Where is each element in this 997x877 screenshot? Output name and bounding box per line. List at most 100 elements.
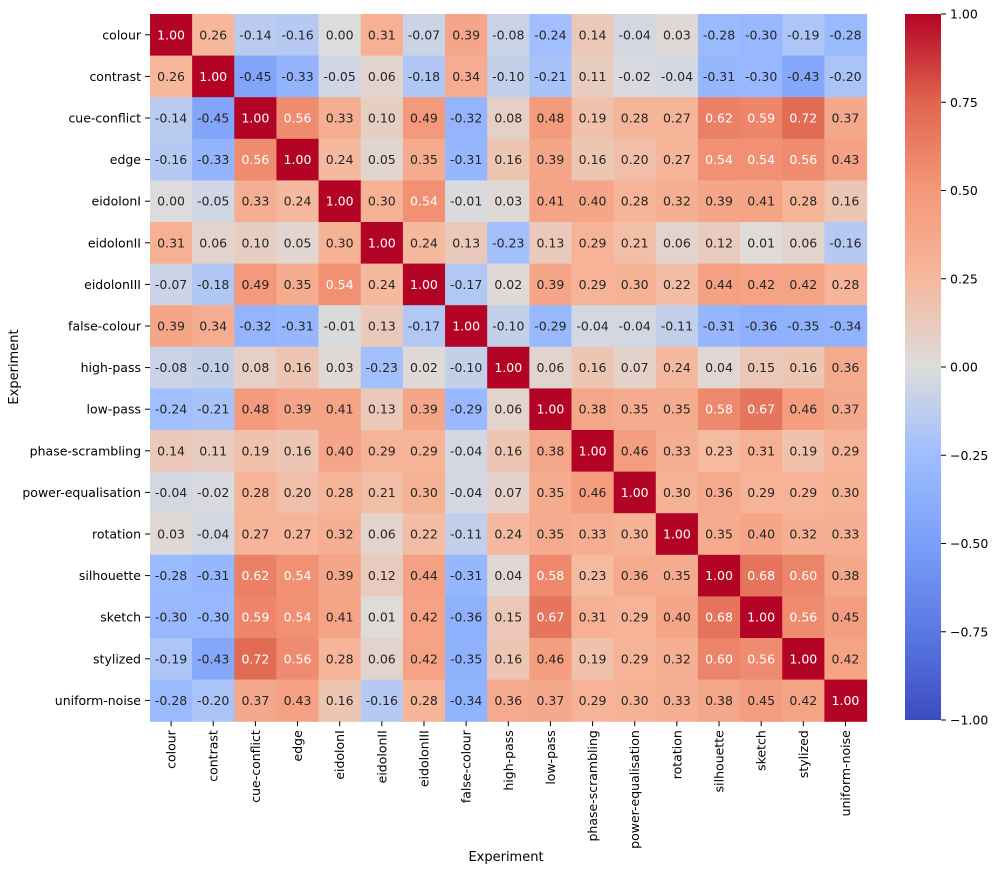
- heatmap-cell-value: 0.43: [832, 152, 860, 167]
- heatmap-cell: [318, 596, 362, 639]
- heatmap-cell: [402, 679, 446, 722]
- heatmap-cell-value: 0.42: [832, 651, 860, 666]
- heatmap-cell: [234, 554, 278, 597]
- heatmap-cell: [192, 97, 235, 140]
- heatmap-cell-value: -0.04: [450, 443, 482, 458]
- heatmap-cell-value: 0.38: [705, 693, 733, 708]
- heatmap-cell: [655, 222, 699, 265]
- heatmap-cell: [697, 180, 741, 223]
- heatmap-cell: [740, 388, 783, 431]
- heatmap-cell: [655, 638, 699, 681]
- heatmap-cell-value: 0.39: [536, 152, 564, 167]
- heatmap-cell: [740, 14, 783, 57]
- heatmap-cell: [150, 55, 193, 98]
- heatmap-cell-value: 0.28: [789, 194, 817, 209]
- heatmap-cell: [318, 346, 362, 389]
- heatmap-cell-value: -0.28: [155, 693, 187, 708]
- heatmap-cell: [824, 138, 868, 181]
- heatmap-cell: [740, 638, 783, 681]
- heatmap-cell-value: -0.21: [534, 69, 566, 84]
- heatmap-cell-value: -0.07: [408, 27, 440, 42]
- heatmap-cell-value: 0.22: [410, 527, 438, 542]
- heatmap-cell-value: 0.14: [579, 27, 607, 42]
- y-tick-label: low-pass: [87, 402, 141, 417]
- heatmap-cell: [824, 97, 868, 140]
- heatmap-cell-value: 0.35: [536, 485, 564, 500]
- heatmap-cell: [402, 346, 446, 389]
- heatmap-cell-value: -0.32: [450, 111, 482, 126]
- heatmap-cell-value: -0.16: [281, 27, 313, 42]
- heatmap-cell: [234, 97, 278, 140]
- heatmap-cell: [402, 180, 446, 223]
- heatmap-cell: [782, 638, 825, 681]
- heatmap-cell: [234, 513, 278, 556]
- heatmap-cell-value: 0.01: [747, 235, 775, 250]
- heatmap-cell-value: 0.72: [241, 651, 269, 666]
- heatmap-cell-value: 0.37: [536, 693, 564, 708]
- colorbar-tick-label: 0.25: [950, 271, 978, 286]
- heatmap-cell-value: 0.56: [284, 651, 312, 666]
- heatmap-cell: [824, 638, 868, 681]
- heatmap-cell-value: 0.15: [494, 610, 522, 625]
- heatmap-cell: [824, 55, 868, 98]
- heatmap-cell: [360, 14, 404, 57]
- heatmap-cell-value: -0.17: [408, 319, 440, 334]
- heatmap-cell-value: -0.21: [197, 402, 229, 417]
- heatmap-cell: [234, 305, 278, 348]
- heatmap-cell: [402, 305, 446, 348]
- colorbar-tick-label: −0.75: [950, 624, 988, 639]
- heatmap-cell: [782, 679, 825, 722]
- x-tick-label: silhouette: [712, 730, 727, 792]
- x-tick-label: eidolonII: [374, 730, 389, 783]
- heatmap-cell-value: 0.72: [789, 111, 817, 126]
- heatmap-cell: [402, 222, 446, 265]
- heatmap-cell-value: -0.17: [450, 277, 482, 292]
- heatmap-cell: [697, 388, 741, 431]
- heatmap-cell-value: 0.39: [705, 194, 733, 209]
- heatmap-cell: [360, 596, 404, 639]
- heatmap-cell: [824, 14, 868, 57]
- heatmap-cell: [571, 138, 615, 181]
- heatmap-cell: [276, 471, 320, 514]
- heatmap-cell-value: 0.32: [663, 194, 691, 209]
- heatmap-cell-value: 0.08: [241, 360, 269, 375]
- heatmap-cell: [402, 14, 446, 57]
- heatmap-cell: [318, 305, 362, 348]
- y-tick-label: false-colour: [68, 319, 142, 334]
- heatmap-cell: [697, 638, 741, 681]
- heatmap-cell: [276, 97, 320, 140]
- heatmap-cell: [529, 222, 573, 265]
- heatmap-cell-value: 0.49: [241, 277, 269, 292]
- heatmap-cell-value: 0.30: [621, 693, 649, 708]
- heatmap-cell-value: 0.67: [536, 610, 564, 625]
- heatmap-cell: [487, 554, 530, 597]
- heatmap-cell: [655, 138, 699, 181]
- heatmap-cell-value: -0.20: [829, 69, 861, 84]
- heatmap-cell: [192, 679, 235, 722]
- heatmap-cell: [318, 222, 362, 265]
- heatmap-cell-value: 1.00: [621, 485, 649, 500]
- colorbar-tick-label: −0.50: [950, 536, 988, 551]
- heatmap-cell: [150, 305, 193, 348]
- heatmap-cell-value: -0.24: [534, 27, 566, 42]
- heatmap-cells: [150, 14, 868, 722]
- heatmap-cell-value: -0.04: [450, 485, 482, 500]
- heatmap-cell: [276, 388, 320, 431]
- heatmap-cell: [740, 138, 783, 181]
- y-tick-label: eidolonII: [88, 235, 141, 250]
- heatmap-cell-value: 1.00: [410, 277, 438, 292]
- heatmap-cell-value: 0.19: [241, 443, 269, 458]
- heatmap-cell-value: -0.14: [155, 111, 187, 126]
- heatmap-cell-value: -0.04: [619, 27, 651, 42]
- heatmap-cell-value: 0.33: [663, 443, 691, 458]
- heatmap-cell-value: 0.08: [494, 111, 522, 126]
- heatmap-cell: [402, 513, 446, 556]
- y-tick-label: sketch: [100, 610, 141, 625]
- heatmap-cell-value: 0.44: [410, 568, 438, 583]
- heatmap-cell: [824, 513, 868, 556]
- heatmap-cell-value: 0.40: [326, 443, 354, 458]
- heatmap-cell-value: 0.24: [494, 527, 522, 542]
- heatmap-cell: [697, 430, 741, 473]
- heatmap-cell: [782, 14, 825, 57]
- heatmap-cell: [697, 97, 741, 140]
